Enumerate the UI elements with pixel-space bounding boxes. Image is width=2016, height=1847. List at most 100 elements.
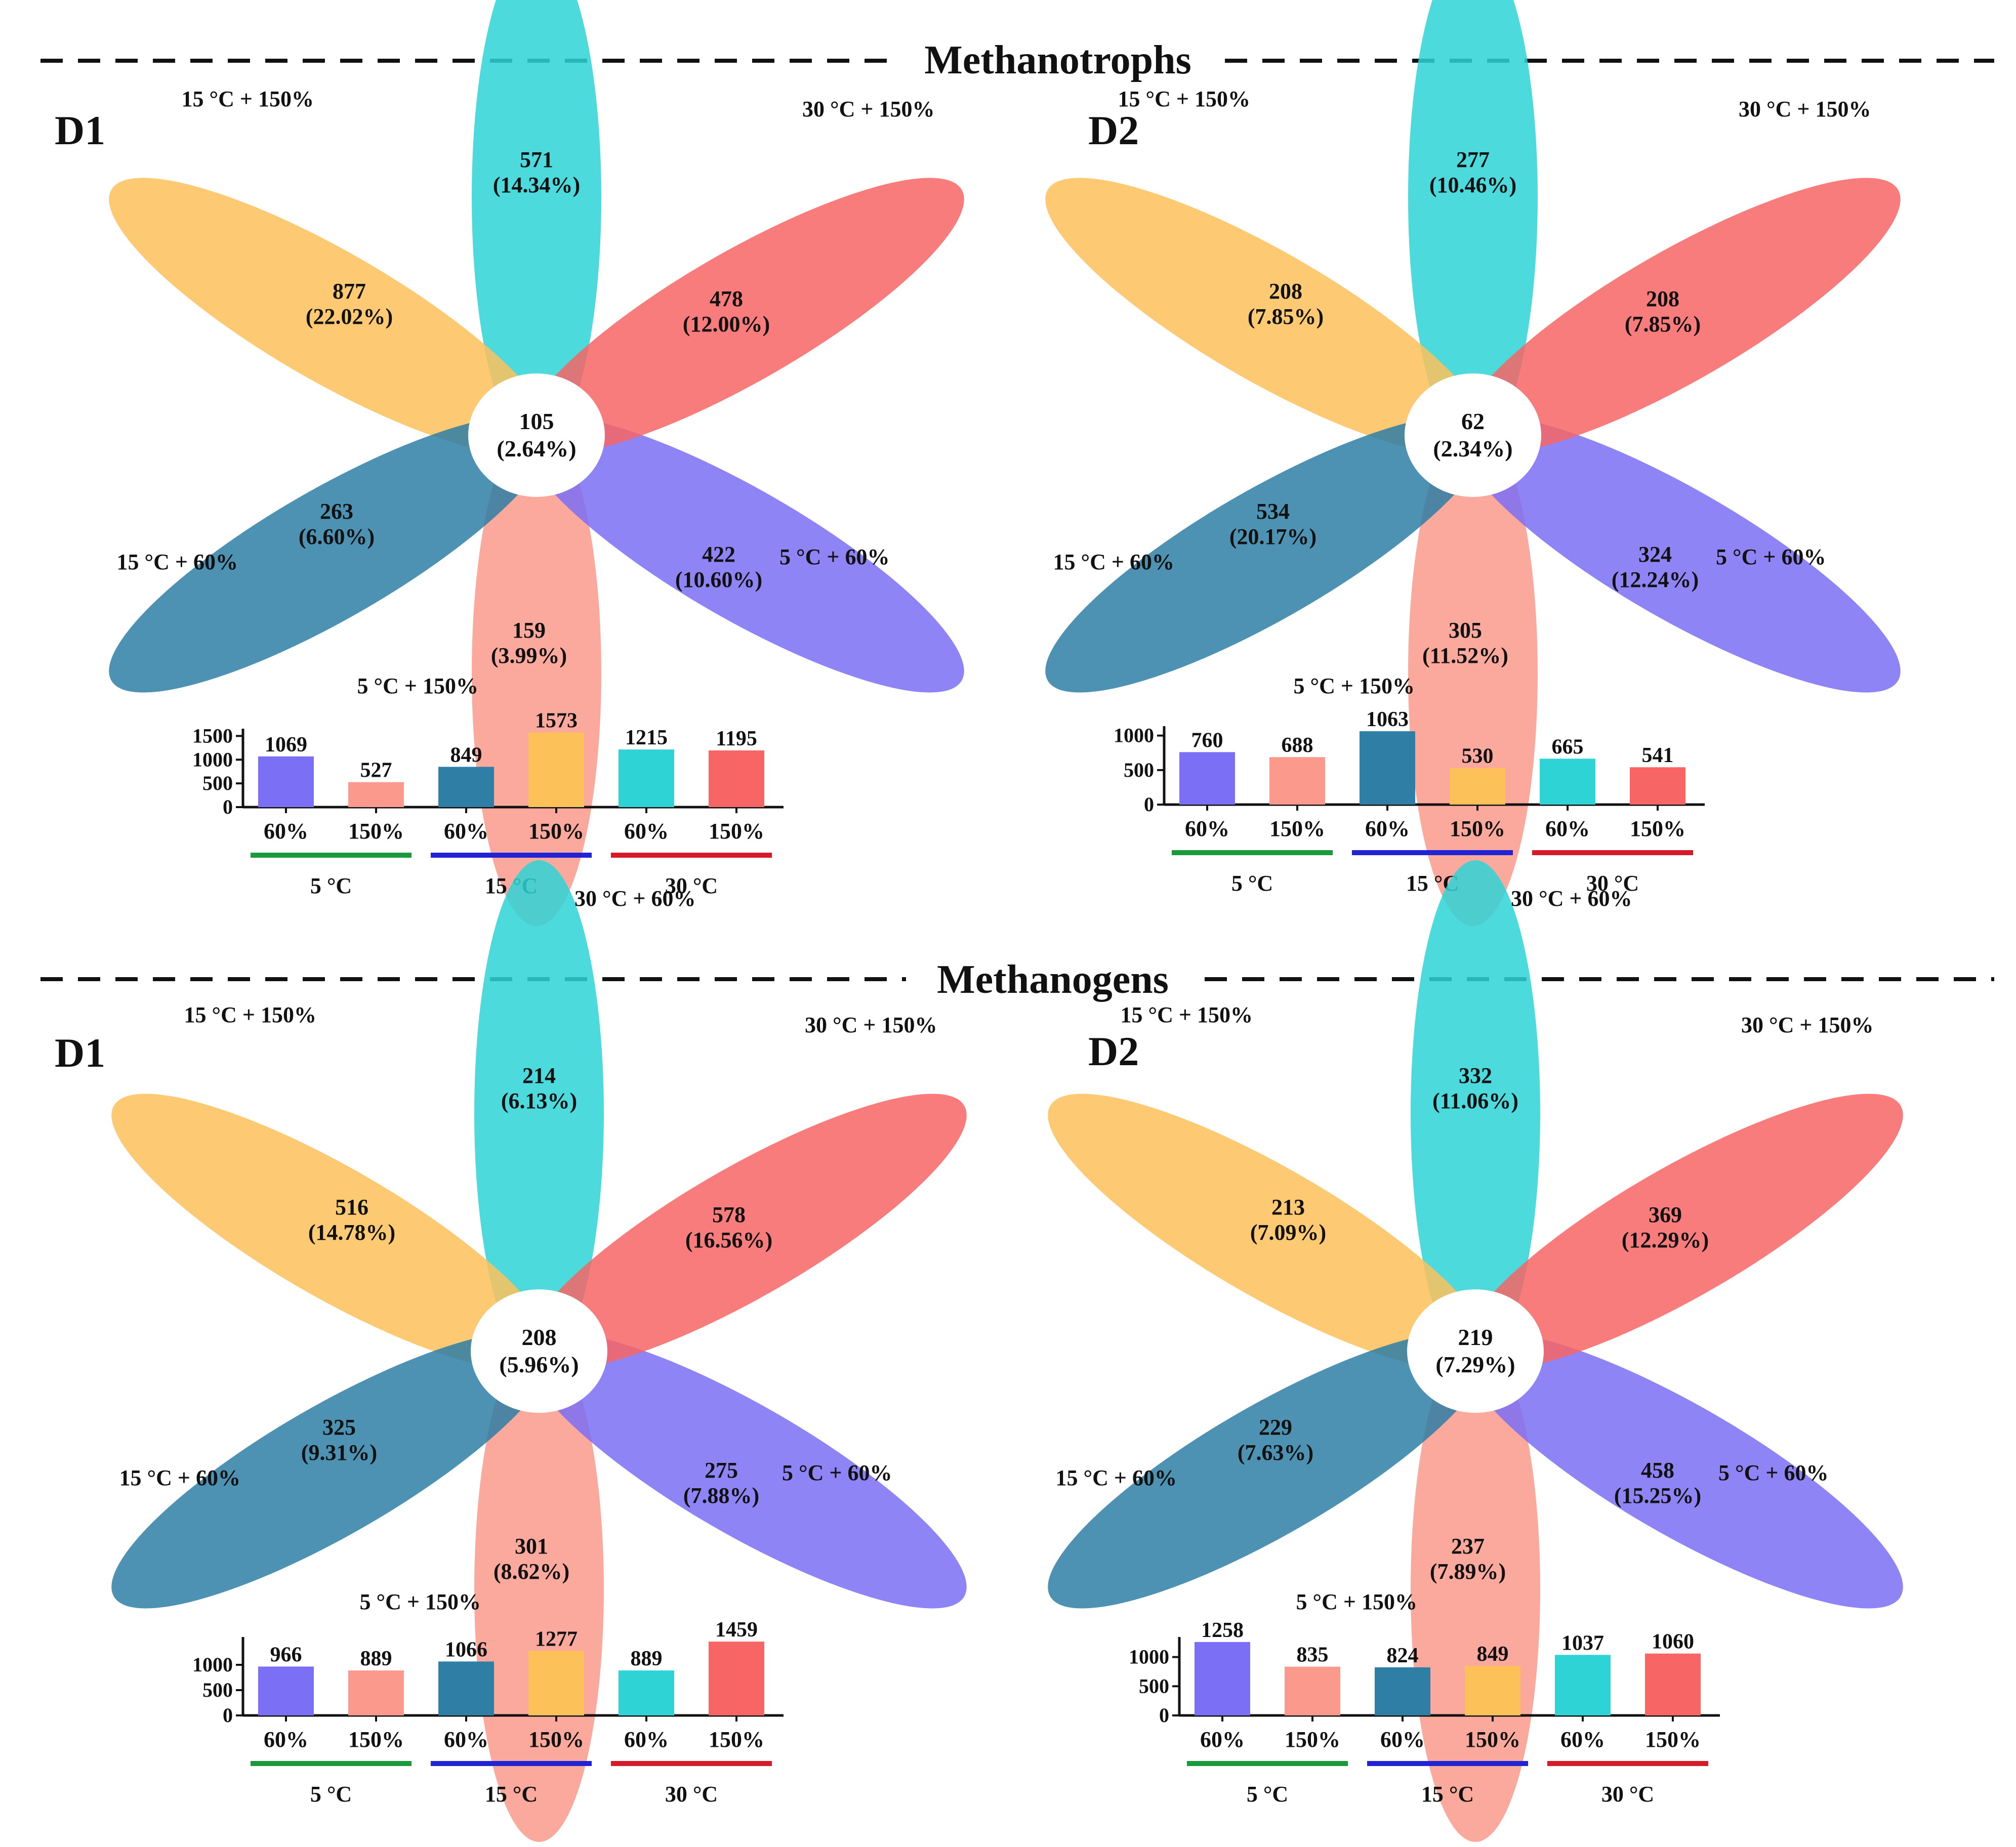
bar-value-label: 688	[1282, 734, 1313, 757]
bar-value-label: 1069	[265, 733, 307, 757]
category-label: 150%	[528, 1727, 584, 1752]
petal-count-30-c-150pct: 369	[1649, 1202, 1682, 1227]
petal-label-5-c-150pct: 5 °C + 150%	[360, 1589, 481, 1614]
bar-value-label: 1277	[535, 1627, 578, 1651]
center-percent: (7.29%)	[1435, 1352, 1515, 1377]
bar-value-label: 1063	[1366, 708, 1409, 731]
bar-30-c-150pct	[1645, 1653, 1701, 1715]
petal-label-15-c-150pct: 15 °C + 150%	[1118, 87, 1250, 111]
y-tick-label: 1000	[1129, 1646, 1169, 1668]
petal-label-15-c-60pct: 15 °C + 60%	[119, 1465, 240, 1490]
petal-count-5-c-60pct: 324	[1638, 542, 1672, 567]
bar-value-label: 760	[1191, 729, 1223, 752]
petal-count-5-c-60pct: 422	[702, 542, 735, 567]
petal-label-5-c-60pct: 5 °C + 60%	[1718, 1460, 1828, 1485]
category-label: 60%	[444, 819, 488, 844]
y-tick-label: 1000	[1114, 724, 1154, 747]
petal-30-c-150pct	[1460, 1094, 1903, 1371]
petal-count-15-c-150pct: 877	[333, 279, 366, 304]
group-label-30-c: 30 °C	[1586, 871, 1639, 896]
petal-count-30-c-60pct: 214	[522, 1063, 556, 1088]
petal-percent-5-c-60pct: (15.25%)	[1614, 1483, 1701, 1508]
petal-percent-5-c-60pct: (7.88%)	[683, 1483, 759, 1508]
y-tick-label: 0	[223, 795, 233, 818]
category-label: 150%	[528, 819, 584, 844]
bar-value-label: 665	[1552, 735, 1584, 759]
bar-value-label: 530	[1462, 745, 1494, 768]
y-tick-label: 0	[1159, 1704, 1169, 1727]
bar-value-label: 1258	[1201, 1619, 1244, 1642]
bar-30-c-150pct	[709, 750, 764, 807]
bar-5-c-150pct	[348, 782, 404, 807]
section-title-methanogens: Methanogens	[937, 957, 1169, 1002]
bar-15-c-60pct	[438, 767, 494, 807]
bar-value-label: 824	[1387, 1644, 1419, 1667]
petal-5-c-60pct	[1460, 1331, 1903, 1609]
bar-value-label: 527	[360, 759, 392, 782]
petal-count-5-c-150pct: 237	[1451, 1534, 1485, 1559]
petal-15-c-60pct	[1048, 1331, 1491, 1609]
petal-label-15-c-60pct: 15 °C + 60%	[1056, 1465, 1177, 1490]
category-label: 60%	[1365, 816, 1410, 841]
category-label: 150%	[709, 1727, 764, 1752]
petal-percent-15-c-60pct: (6.60%)	[299, 524, 375, 549]
y-tick-label: 1500	[192, 724, 233, 747]
bar-value-label: 1037	[1561, 1631, 1604, 1655]
bar-5-c-60pct	[258, 756, 314, 807]
petal-label-30-c-150pct: 30 °C + 150%	[802, 97, 934, 121]
petal-percent-30-c-150pct: (16.56%)	[685, 1228, 772, 1252]
petal-label-30-c-60pct: 30 °C + 60%	[1511, 886, 1632, 911]
panel-methanogens-d2: D2 219(7.29%) 30 °C + 60% 332(11.06%) 30 °C …	[1048, 860, 1903, 1842]
petal-label-30-c-150pct: 30 °C + 150%	[1741, 1013, 1873, 1037]
venn-center	[1407, 1289, 1544, 1413]
y-tick-label: 500	[1124, 759, 1154, 781]
petal-count-15-c-60pct: 534	[1256, 499, 1290, 524]
petal-label-5-c-60pct: 5 °C + 60%	[1716, 544, 1826, 569]
bar-value-label: 1066	[445, 1638, 487, 1661]
petal-label-30-c-150pct: 30 °C + 150%	[805, 1013, 937, 1037]
petal-percent-5-c-60pct: (12.24%)	[1612, 567, 1699, 592]
center-count: 219	[1458, 1324, 1493, 1350]
petal-label-30-c-60pct: 30 °C + 60%	[574, 886, 695, 911]
category-label: 150%	[1285, 1727, 1340, 1752]
petal-15-c-150pct	[109, 178, 552, 455]
petal-count-5-c-60pct: 275	[705, 1458, 738, 1483]
venn-center	[468, 373, 605, 497]
bar-30-c-60pct	[1555, 1655, 1611, 1715]
petal-30-c-150pct	[1457, 178, 1901, 455]
petal-count-15-c-60pct: 325	[322, 1415, 356, 1440]
venn-petals	[1045, 0, 1901, 926]
bar-value-label: 889	[360, 1647, 392, 1670]
center-percent: (5.96%)	[499, 1352, 579, 1377]
petal-label-5-c-60pct: 5 °C + 60%	[782, 1460, 892, 1485]
y-tick-label: 500	[202, 1678, 233, 1701]
petal-5-c-60pct	[1457, 415, 1901, 693]
y-tick-label: 500	[202, 772, 233, 794]
petal-count-30-c-60pct: 277	[1456, 147, 1490, 172]
category-label: 60%	[264, 819, 308, 844]
bar-5-c-150pct	[1269, 757, 1325, 805]
bar-value-label: 1573	[535, 709, 578, 733]
venn-center	[471, 1289, 607, 1413]
panel-methanogens-d1: D1 208(5.96%) 30 °C + 60% 214(6.13%) 30 °C +…	[55, 860, 967, 1842]
category-label: 60%	[1200, 1727, 1245, 1752]
petal-percent-5-c-60pct: (10.60%)	[675, 567, 762, 592]
category-label: 150%	[348, 1727, 404, 1752]
petal-15-c-150pct	[111, 1094, 555, 1371]
section-header-methanogens: Methanogens	[40, 957, 1994, 1002]
y-tick-label: 0	[223, 1704, 233, 1727]
group-label-30-c: 30 °C	[1601, 1782, 1654, 1807]
petal-label-5-c-150pct: 5 °C + 150%	[1294, 674, 1415, 698]
section-header-methanotrophs: Methanotrophs	[40, 38, 1994, 82]
venn-center	[1405, 373, 1541, 497]
category-label: 150%	[1269, 816, 1325, 841]
petal-percent-5-c-150pct: (7.89%)	[1430, 1559, 1506, 1584]
group-label-15-c: 15 °C	[1421, 1782, 1474, 1807]
petal-5-c-60pct	[523, 1331, 967, 1609]
group-label-30-c: 30 °C	[665, 1782, 718, 1807]
petal-5-c-60pct	[521, 415, 964, 693]
petal-label-5-c-150pct: 5 °C + 150%	[357, 674, 478, 698]
petal-percent-15-c-150pct: (7.85%)	[1248, 304, 1324, 329]
